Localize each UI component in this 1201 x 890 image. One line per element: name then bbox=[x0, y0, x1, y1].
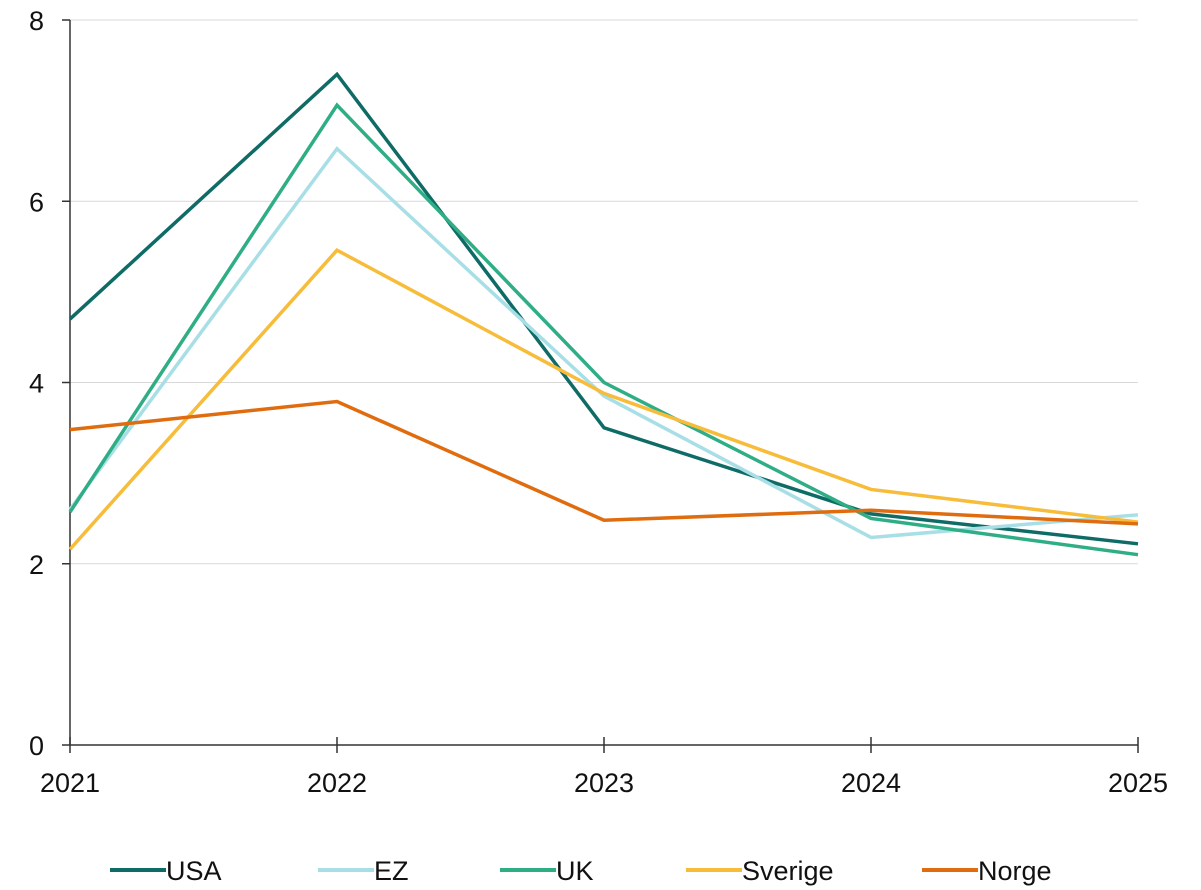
legend-label-usa: USA bbox=[166, 856, 222, 886]
gridlines bbox=[70, 19, 1138, 565]
y-tick-label: 4 bbox=[29, 369, 44, 399]
series-line-uk bbox=[68, 102, 1139, 557]
series-line-usa bbox=[68, 71, 1139, 546]
series-line-sverige bbox=[68, 247, 1139, 551]
x-tick-label: 2022 bbox=[307, 768, 367, 798]
series-line-ez bbox=[68, 146, 1139, 540]
y-tick-label: 8 bbox=[29, 6, 44, 36]
x-tick-label: 2021 bbox=[40, 768, 100, 798]
legend-label-norge: Norge bbox=[978, 856, 1052, 886]
legend-label-sverige: Sverige bbox=[742, 856, 834, 886]
x-tick-label: 2023 bbox=[574, 768, 634, 798]
series-lines bbox=[68, 71, 1139, 557]
x-tick-label: 2024 bbox=[841, 768, 901, 798]
axes: 0 2 4 6 8 2021 2022 2023 2024 2025 bbox=[29, 6, 1168, 798]
legend-label-ez: EZ bbox=[374, 856, 409, 886]
y-tick-label: 2 bbox=[29, 550, 44, 580]
x-tick-label: 2025 bbox=[1108, 768, 1168, 798]
legend-label-uk: UK bbox=[556, 856, 594, 886]
y-tick-label: 6 bbox=[29, 187, 44, 217]
series-line-norge bbox=[69, 399, 1139, 526]
y-tick-label: 0 bbox=[29, 731, 44, 761]
legend: USA EZ UK Sverige Norge bbox=[110, 856, 1052, 886]
